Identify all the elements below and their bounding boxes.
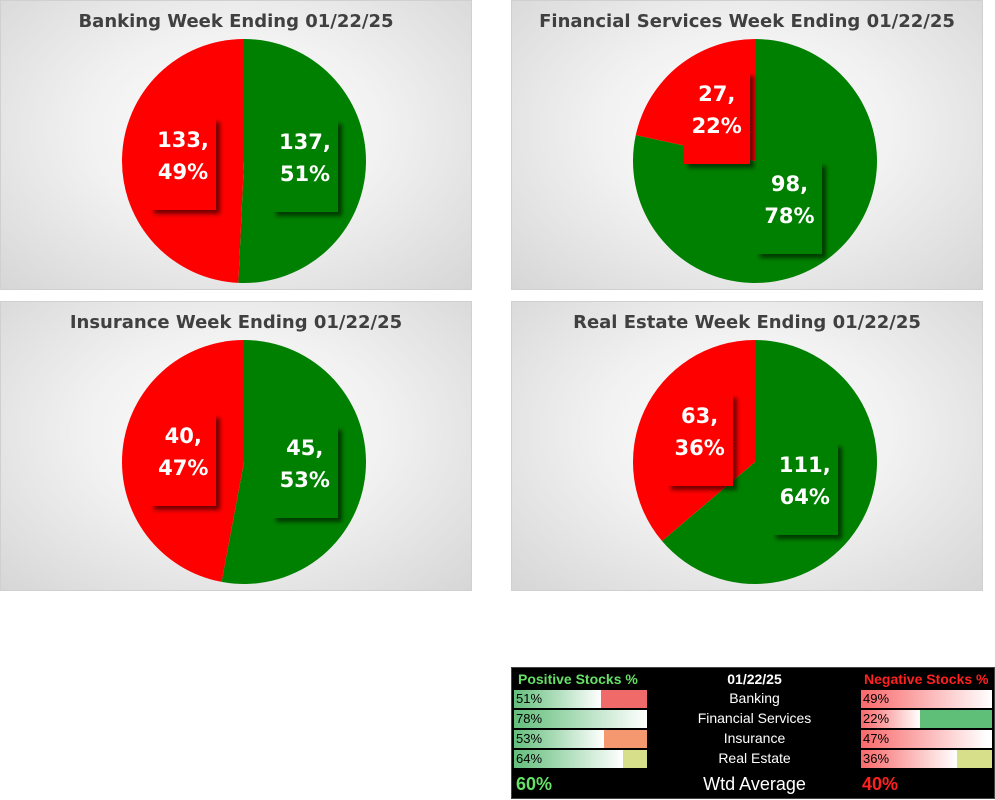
positive-cell: 64%	[514, 750, 647, 768]
data-label-percent: 78%	[764, 203, 815, 228]
summary-header-row: Positive Stocks % 01/22/25 Negative Stoc…	[512, 669, 994, 689]
data-label-percent: 22%	[691, 113, 742, 138]
positive-pct: 64%	[516, 751, 543, 766]
chart-title: Insurance Week Ending 01/22/25	[69, 312, 403, 333]
chart-panel-insurance: Insurance Week Ending 01/22/25 45, 53% 40,…	[0, 301, 472, 591]
data-label-count: 40,	[164, 424, 202, 449]
summary-table: Positive Stocks % 01/22/25 Negative Stoc…	[511, 667, 995, 799]
data-label-percent: 51%	[279, 162, 331, 187]
positive-cell: 78%	[514, 710, 647, 728]
data-label-percent: 49%	[157, 159, 209, 184]
negative-databar	[861, 750, 958, 768]
negative-databar	[861, 730, 987, 748]
positive-pct: 53%	[516, 731, 543, 746]
summary-row: 64% Real Estate 36%	[512, 749, 994, 769]
data-label-count: 111,	[778, 453, 831, 478]
positive-databar	[514, 690, 601, 708]
pie-chart	[122, 340, 367, 584]
data-label-negative: 40, 47%	[150, 414, 217, 507]
header-positive: Positive Stocks %	[518, 671, 638, 687]
positive-cell: 51%	[514, 690, 647, 708]
data-label-positive: 111, 64%	[771, 443, 838, 536]
chart-title: Real Estate Week Ending 01/22/25	[573, 312, 921, 333]
header-date: 01/22/25	[727, 671, 782, 687]
summary-row: 53% Insurance 47%	[512, 729, 994, 749]
sector-name: Banking	[729, 690, 780, 706]
sector-name: Insurance	[723, 730, 786, 746]
pie-chart	[122, 38, 367, 283]
positive-databar	[514, 730, 605, 748]
chart-panel-real-estate: Real Estate Week Ending 01/22/25 111, 64%…	[511, 301, 983, 591]
chart-title: Financial Services Week Ending 01/22/25	[539, 11, 955, 32]
summary-row: 51% Banking 49%	[512, 689, 994, 709]
data-label-negative: 27, 22%	[683, 71, 750, 164]
negative-pct: 22%	[863, 711, 890, 726]
chart-panel-financial-services: Financial Services Week Ending 01/22/25 …	[511, 0, 983, 290]
summary-footer-row: 60% Wtd Average 40%	[512, 772, 994, 798]
positive-databar	[514, 750, 624, 768]
data-label-negative: 133, 49%	[150, 117, 217, 210]
data-label-count: 27,	[698, 81, 736, 106]
chart-panel-banking: Banking Week Ending 01/22/25 137, 51% 133,…	[0, 0, 472, 290]
positive-pct: 78%	[516, 711, 543, 726]
data-label-percent: 64%	[779, 485, 830, 510]
footer-label: Wtd Average	[703, 774, 806, 794]
footer-negative: 40%	[862, 774, 899, 794]
data-label-positive: 137, 51%	[271, 120, 338, 213]
data-label-count: 98,	[770, 171, 809, 196]
data-label-percent: 53%	[279, 467, 330, 492]
negative-databar	[861, 710, 920, 728]
negative-pct: 47%	[863, 731, 890, 746]
data-label-count: 63,	[681, 404, 719, 429]
sector-name: Financial Services	[697, 710, 812, 726]
data-label-count: 137,	[279, 130, 331, 155]
data-label-negative: 63, 36%	[666, 394, 733, 487]
negative-pct: 49%	[863, 691, 890, 706]
data-label-positive: 45, 53%	[271, 425, 338, 518]
positive-cell: 53%	[514, 730, 647, 748]
negative-cell: 22%	[861, 710, 992, 728]
data-label-count: 45,	[286, 435, 324, 460]
data-label-percent: 36%	[674, 436, 725, 461]
data-label-percent: 47%	[158, 456, 209, 481]
chart-title: Banking Week Ending 01/22/25	[78, 11, 394, 32]
data-label-positive: 98, 78%	[756, 161, 823, 254]
negative-pct: 36%	[863, 751, 890, 766]
header-negative: Negative Stocks %	[864, 671, 989, 687]
positive-pct: 51%	[516, 691, 543, 706]
negative-cell: 47%	[861, 730, 992, 748]
sector-name: Real Estate	[718, 750, 791, 766]
footer-positive: 60%	[516, 774, 553, 794]
data-label-count: 133,	[157, 127, 209, 152]
pie-chart	[633, 340, 877, 584]
negative-cell: 49%	[861, 690, 992, 708]
positive-databar	[514, 710, 647, 728]
summary-row: 78% Financial Services 22%	[512, 709, 994, 729]
negative-cell: 36%	[861, 750, 992, 768]
negative-databar	[861, 690, 992, 708]
